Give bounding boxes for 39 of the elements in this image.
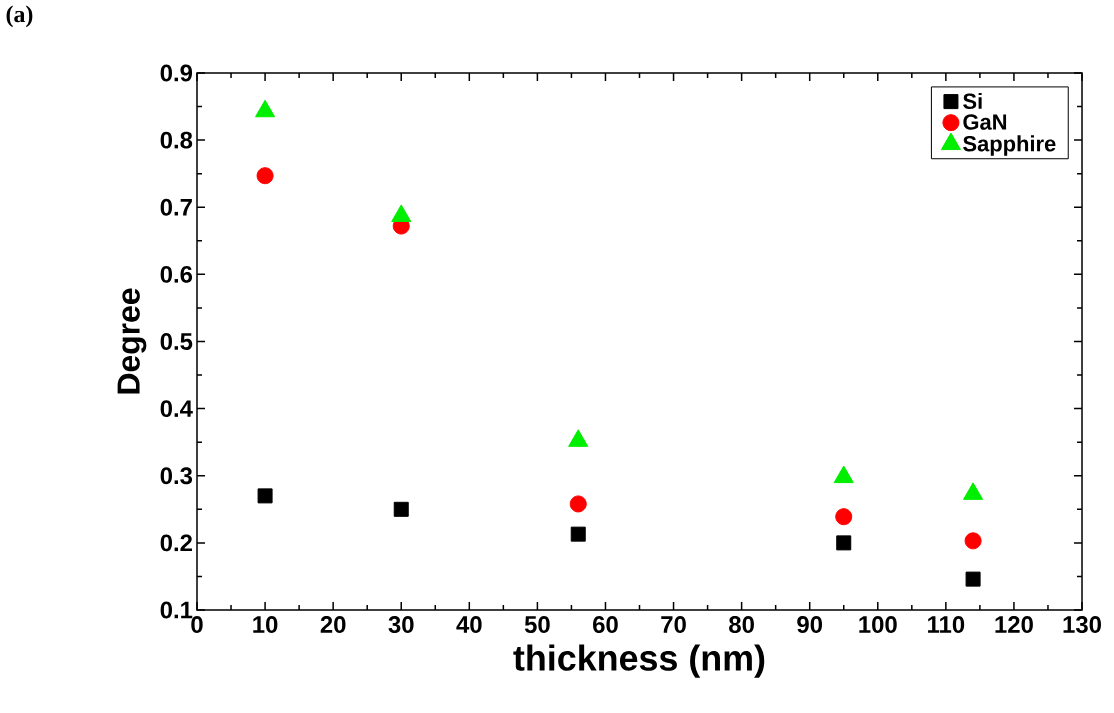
x-tick-label: 120: [995, 616, 1033, 633]
y-tick-label: 0.4: [160, 400, 193, 418]
point: [255, 99, 276, 118]
y-tick-label: 0.7: [160, 198, 192, 216]
y-tick-label: 0.3: [160, 467, 193, 485]
point: [835, 508, 853, 526]
y-tick-label: 0.6: [160, 265, 193, 283]
point: [836, 535, 852, 551]
x-tick-label: 90: [797, 616, 823, 633]
x-tick-label: 130: [1063, 616, 1101, 634]
y-tick-label: 0.8: [160, 131, 193, 149]
point: [393, 501, 409, 517]
y-tick-label: 0.9: [160, 64, 193, 82]
y-axis-title: Degree: [117, 288, 147, 394]
legend-label: Si: [963, 92, 982, 110]
y-tick-label: 0.1: [160, 601, 193, 619]
point: [965, 571, 981, 587]
y-tick-label: 0.2: [160, 534, 192, 552]
x-tick-label: 20: [320, 616, 346, 633]
x-tick-label: 40: [456, 616, 482, 633]
point: [964, 532, 982, 550]
text: (a): [6, 5, 33, 28]
point: [569, 495, 587, 513]
x-tick-label: 0: [191, 616, 203, 633]
legend-label: Sapphire: [963, 135, 1056, 156]
x-axis-title: thickness (nm): [513, 644, 765, 678]
x-tick-label: 100: [859, 616, 897, 633]
y-tick-label: 0.5: [160, 333, 193, 350]
x-tick-label: 10: [253, 616, 278, 633]
point: [257, 488, 273, 504]
point: [391, 204, 412, 222]
point: [570, 526, 586, 542]
x-tick-label: 50: [524, 616, 550, 633]
legend-label: GaN: [963, 114, 1007, 130]
x-tick-label: 110: [928, 616, 965, 633]
x-tick-label: 60: [593, 616, 618, 633]
x-tick-label: 80: [729, 616, 754, 633]
x-tick-label: 30: [388, 616, 414, 634]
x-tick-label: 70: [661, 616, 686, 633]
